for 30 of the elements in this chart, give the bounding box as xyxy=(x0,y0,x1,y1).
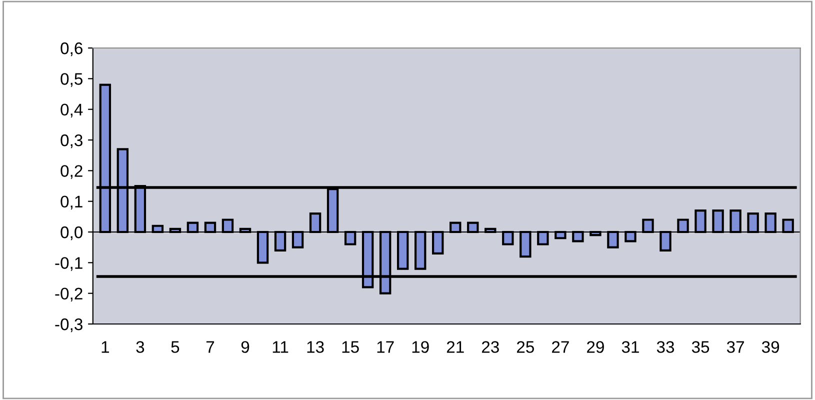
y-tick-label: -0,3 xyxy=(55,318,82,332)
y-tick-label: 0,1 xyxy=(60,196,82,210)
x-tick-label: 29 xyxy=(587,341,604,353)
x-tick-label: 9 xyxy=(241,341,250,353)
x-tick-label: 13 xyxy=(307,341,324,353)
x-tick-label: 15 xyxy=(342,341,359,353)
y-tick-label: 0,5 xyxy=(60,73,82,87)
x-tick-label: 23 xyxy=(482,341,499,353)
y-tick-label: 0,2 xyxy=(60,165,82,179)
y-tick-label: 0,6 xyxy=(60,42,82,56)
x-tick-label: 31 xyxy=(622,341,639,353)
x-tick-label: 33 xyxy=(656,341,674,353)
x-tick-label: 27 xyxy=(552,341,569,353)
y-tick-label: 0,0 xyxy=(60,226,83,240)
y-tick-label: -0,2 xyxy=(55,288,82,302)
y-tick-label: -0,1 xyxy=(55,257,82,271)
x-tick-label: 37 xyxy=(726,341,744,353)
x-tick-label: 25 xyxy=(516,341,534,353)
x-tick-label: 17 xyxy=(377,341,394,353)
x-tick-label: 5 xyxy=(171,341,180,353)
x-tick-label: 19 xyxy=(412,341,429,353)
x-tick-label: 21 xyxy=(446,341,464,353)
x-tick-label: 3 xyxy=(136,341,144,353)
x-tick-label: 7 xyxy=(206,341,214,353)
x-tick-label: 39 xyxy=(762,341,780,353)
x-tick-label: 1 xyxy=(102,341,109,353)
x-tick-label: 11 xyxy=(272,341,288,353)
x-tick-label: 35 xyxy=(692,341,710,353)
y-tick-label: 0,4 xyxy=(60,104,83,118)
y-tick-label: 0,3 xyxy=(60,134,82,148)
